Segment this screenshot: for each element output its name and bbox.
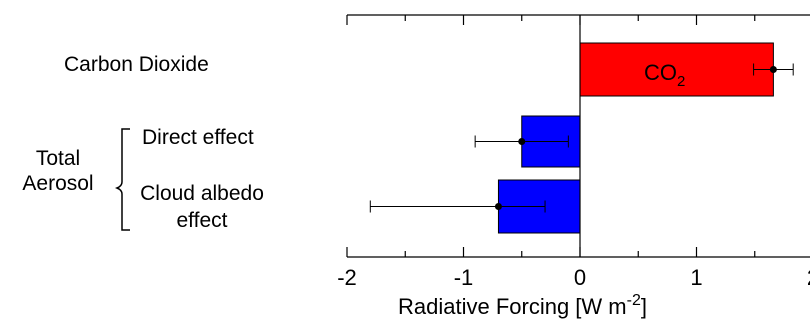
bar-label-co2-subscript: 2 — [677, 73, 685, 90]
x-tick-label-2: 0 — [574, 265, 586, 290]
data-point-2 — [494, 203, 502, 210]
x-tick-label-4: 2 — [807, 265, 810, 290]
x-tick-label-3: 1 — [690, 265, 702, 290]
x-axis-title-exponent: -2 — [626, 292, 641, 309]
group-label-line2: Aerosol — [22, 172, 94, 195]
category-label-cloud-albedo-effect: Cloud albedo effect — [132, 180, 272, 234]
bar-label-co2: CO2 — [644, 60, 685, 90]
category-label-cloud-albedo-line2: effect — [176, 209, 228, 232]
x-tick-label-1: -1 — [454, 265, 474, 290]
x-axis-title-text: Radiative Forcing [W m — [398, 294, 627, 319]
group-brace — [114, 128, 130, 231]
group-label-total-aerosol: Total Aerosol — [18, 146, 98, 196]
x-axis-title: Radiative Forcing [W m-2] — [398, 292, 647, 320]
group-label-line1: Total — [35, 147, 81, 170]
data-point-0 — [769, 66, 777, 73]
data-point-1 — [518, 138, 526, 145]
x-axis-title-close: ] — [640, 294, 647, 319]
x-tick-label-0: -2 — [337, 265, 357, 290]
bar-label-co2-text: CO — [644, 60, 677, 85]
bar-0 — [579, 42, 774, 97]
category-label-direct-effect: Direct effect — [142, 126, 254, 149]
category-label-cloud-albedo-line1: Cloud albedo — [140, 182, 264, 205]
category-label-carbon-dioxide: Carbon Dioxide — [64, 53, 209, 76]
